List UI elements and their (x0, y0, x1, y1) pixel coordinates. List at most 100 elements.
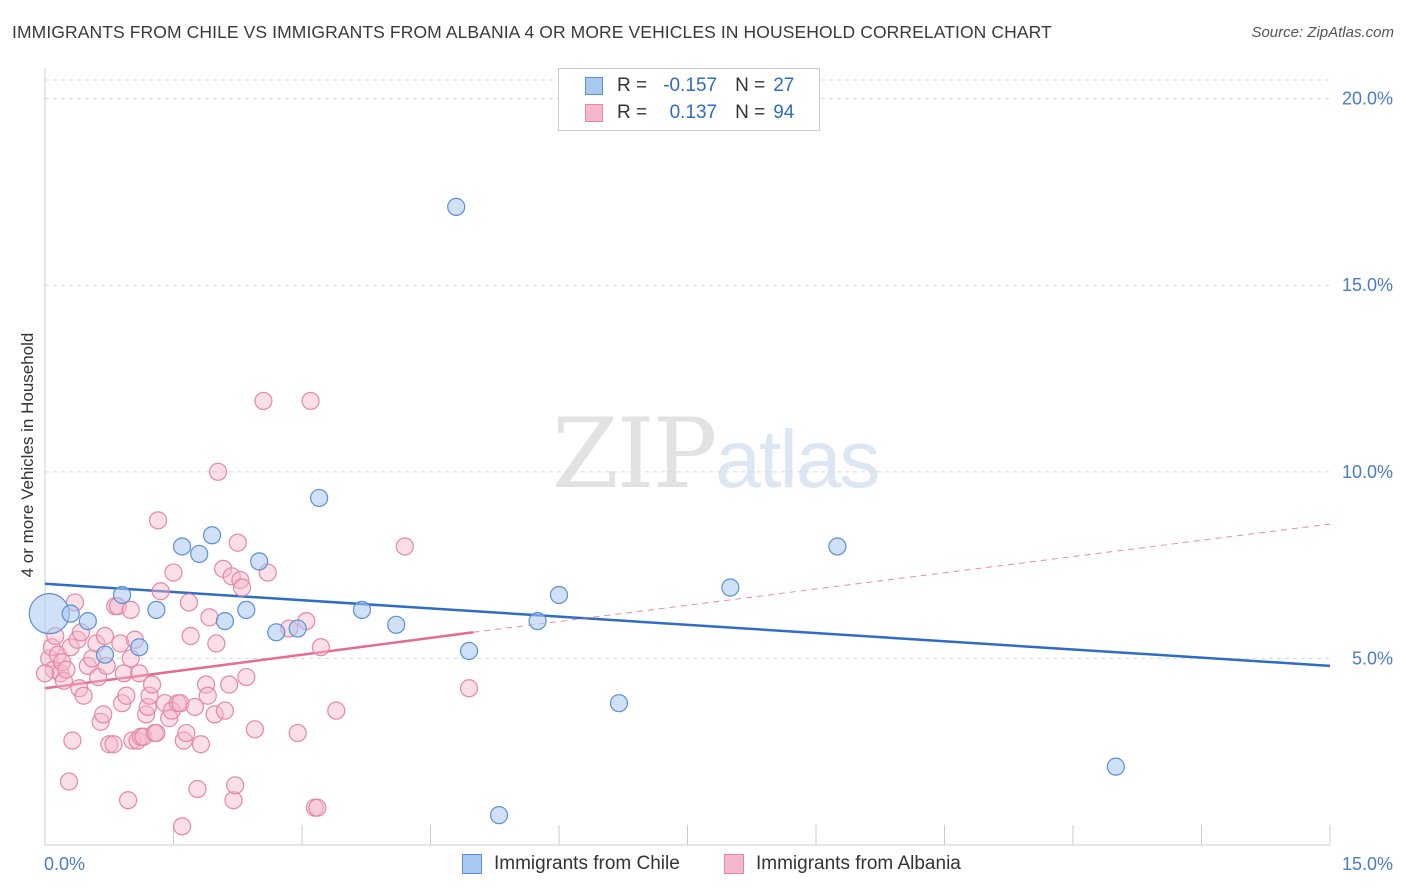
albania-trend-line-dashed (473, 523, 1331, 633)
y-tick-label: 10.0% (1342, 462, 1393, 482)
legend-n-label-chile: N = (735, 75, 766, 96)
albania-point (196, 675, 216, 694)
albania-point (121, 600, 140, 620)
trend-lines (44, 523, 1331, 690)
legend-n-value-albania: 94 (773, 102, 795, 123)
albania-point (208, 462, 228, 481)
legend-swatch-chile (585, 77, 603, 95)
legend-n-label-albania: N = (735, 102, 766, 123)
albania-point (151, 582, 170, 601)
albania-point (172, 817, 192, 836)
chile-point (352, 600, 372, 620)
albania-point (114, 664, 133, 683)
albania-point (104, 735, 123, 754)
legend-n-value-chile: 27 (773, 75, 795, 96)
albania-point (160, 709, 179, 728)
albania-point (138, 697, 157, 717)
albania-point (95, 626, 115, 646)
bottom-legend-label-albania: Immigrants from Albania (756, 853, 961, 874)
chile-point (447, 197, 466, 216)
albania-point (228, 533, 247, 552)
albania-trend-line (44, 631, 474, 690)
bottom-legend-swatch-albania (724, 854, 744, 874)
albania-points (35, 391, 479, 836)
albania-point (59, 772, 79, 791)
albania-point (308, 798, 327, 817)
albania-point (100, 735, 119, 754)
chile-point (147, 600, 166, 620)
albania-point (54, 671, 73, 690)
albania-point (226, 776, 245, 795)
bottom-legend-label-chile: Immigrants from Chile (494, 853, 680, 874)
watermark-atlas: atlas (715, 414, 880, 505)
albania-point (63, 731, 82, 750)
chile-point (172, 537, 192, 556)
albania-point (91, 712, 110, 731)
chile-point (112, 585, 132, 605)
albania-point (224, 791, 243, 810)
albania-point (57, 660, 76, 679)
chile-point (721, 578, 740, 597)
albania-point (140, 686, 159, 705)
chile-point (549, 585, 569, 605)
legend-r-value-chile: -0.157 (663, 75, 718, 96)
bottom-legend-chile: Immigrants from Chile (462, 852, 680, 876)
albania-point (118, 791, 138, 810)
legend-r-value-albania: 0.137 (669, 102, 718, 123)
tick-labels: 5.0% 10.0% 15.0% 20.0% 0.0% 15.0% (44, 89, 1393, 874)
bottom-legend-swatch-chile (462, 854, 482, 874)
bottom-legend-albania: Immigrants from Albania (724, 852, 961, 876)
watermark: ZIPatlas (552, 398, 880, 510)
albania-point (130, 664, 149, 683)
axes (44, 68, 1331, 846)
legend-r-label-albania: R = (617, 102, 648, 123)
chile-point (609, 694, 629, 713)
albania-point (94, 705, 113, 724)
albania-point (147, 723, 166, 743)
albania-point (35, 664, 55, 683)
albania-point (200, 608, 219, 627)
chile-point (61, 604, 80, 623)
albania-point (191, 735, 211, 754)
chile-points (28, 197, 1125, 825)
albania-point (181, 626, 200, 646)
albania-point (245, 720, 264, 739)
legend-swatch-albania (585, 104, 603, 122)
chile-trend-line (44, 582, 1331, 668)
chile-point (528, 611, 547, 631)
albania-point (42, 638, 61, 657)
albania-point (179, 593, 199, 612)
albania-point (327, 701, 346, 720)
legend-r-label-chile: R = (617, 75, 648, 96)
x-tick-label: 15.0% (1342, 854, 1393, 874)
chile-point (489, 806, 509, 825)
chile-point (215, 611, 234, 631)
albania-point (207, 634, 226, 653)
albania-point (215, 701, 234, 720)
chile-point (78, 611, 97, 631)
watermark-zip: ZIP (552, 398, 717, 510)
chile-point (310, 488, 329, 508)
albania-point (177, 723, 196, 743)
chile-point (237, 600, 256, 620)
albania-point (220, 675, 239, 694)
chile-point (288, 619, 307, 638)
albania-point (142, 675, 162, 694)
y-tick-label: 20.0% (1342, 89, 1393, 109)
y-tick-label: 15.0% (1342, 275, 1393, 295)
chile-point (130, 638, 149, 657)
albania-point (164, 563, 183, 582)
albania-point (174, 731, 193, 750)
chile-point (459, 641, 479, 661)
correlation-legend: R = -0.157 N = 27 R = 0.137 N = 94 (558, 68, 820, 131)
albania-point (185, 697, 205, 717)
albania-point (188, 779, 207, 799)
albania-point (205, 705, 224, 724)
chile-point (250, 552, 269, 571)
chile-point (1106, 757, 1125, 776)
chile-point (828, 537, 847, 556)
albania-point (111, 634, 130, 653)
albania-point (231, 570, 250, 590)
chile-point (95, 645, 115, 664)
